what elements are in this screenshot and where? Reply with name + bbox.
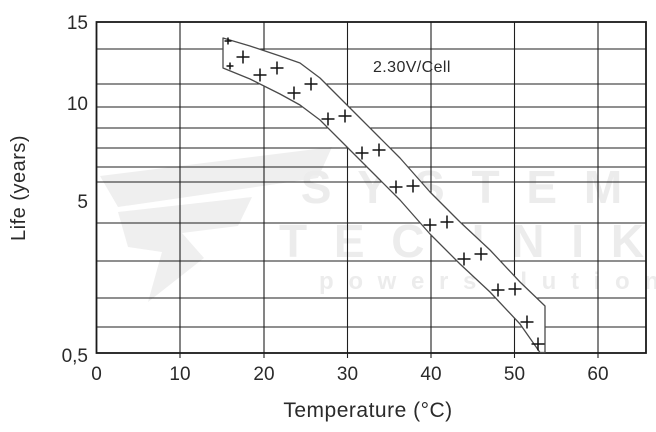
- plus-marker: [236, 50, 250, 64]
- y-tick-label: 15: [67, 13, 88, 34]
- x-tick-label: 20: [253, 364, 274, 385]
- x-tick-label: 50: [504, 364, 525, 385]
- plus-marker: [355, 146, 369, 160]
- plus-marker: [474, 247, 488, 261]
- plus-marker: [457, 252, 471, 266]
- gridlines: [96, 22, 646, 353]
- y-tick-label: 5: [77, 192, 88, 213]
- plus-marker: [406, 179, 420, 193]
- x-axis-title: Temperature (°C): [283, 399, 452, 422]
- plus-marker: [372, 143, 386, 157]
- life-band: [222, 37, 546, 354]
- x-tick-label: 0: [91, 364, 102, 385]
- plus-marker: [226, 62, 234, 70]
- y-axis-title: Life (years): [8, 135, 30, 241]
- x-tick-label: 10: [169, 364, 190, 385]
- x-tick-label: 30: [337, 364, 358, 385]
- annotation-cell-voltage: 2.30V/Cell: [373, 59, 451, 76]
- plus-marker: [338, 109, 352, 123]
- plus-marker: [270, 61, 284, 75]
- watermark-logo-swoosh: [100, 147, 332, 207]
- plus-marker: [224, 37, 232, 45]
- plus-marker: [287, 86, 301, 100]
- plus-marker: [321, 112, 335, 126]
- plus-marker: [520, 315, 534, 329]
- plus-marker: [491, 283, 505, 297]
- plus-marker: [304, 77, 318, 91]
- plus-marker: [389, 180, 403, 194]
- life-band-area: [222, 37, 546, 354]
- band-hatch-markers: [224, 37, 545, 351]
- y-tick-label: 0,5: [62, 346, 88, 367]
- watermark-logo-arrow: [118, 197, 252, 302]
- plus-marker: [440, 215, 454, 229]
- plus-marker: [423, 218, 437, 232]
- plus-marker: [508, 282, 522, 296]
- x-axis-ticks: [179, 353, 599, 358]
- plus-marker: [253, 68, 267, 82]
- plus-marker: [531, 337, 545, 351]
- x-tick-label: 40: [420, 364, 441, 385]
- plot-border: [95, 21, 647, 354]
- watermark-line1: S Y S T E M: [301, 161, 629, 213]
- x-tick-label: 60: [587, 364, 608, 385]
- axis-tick-labels: 0 10 20 30 40 50 60 15 10 5 0,5: [62, 13, 609, 385]
- y-tick-label: 10: [67, 94, 88, 115]
